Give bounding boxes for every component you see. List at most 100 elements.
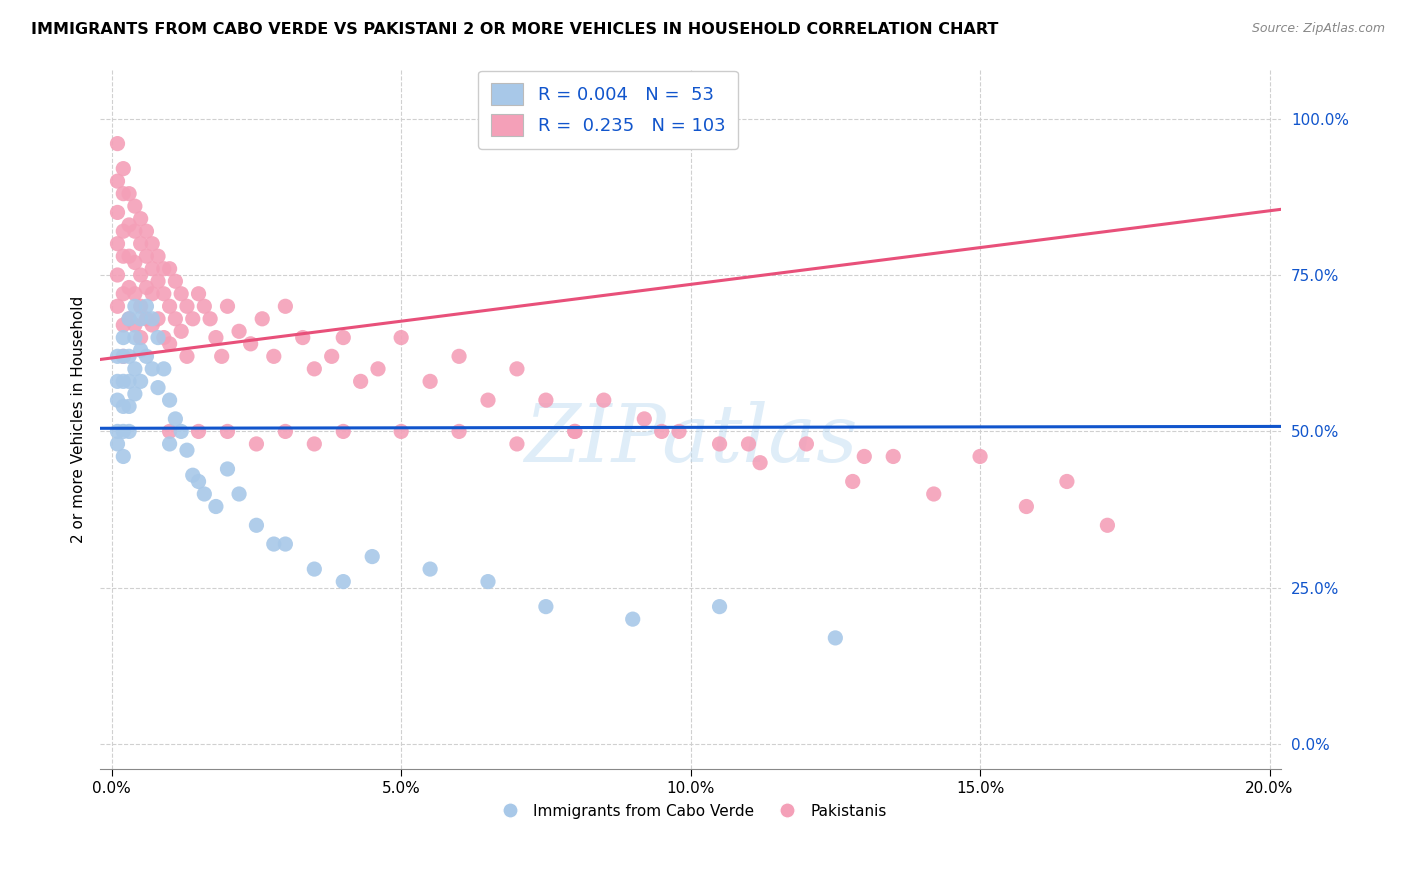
Point	[304, 562, 326, 576]
Point	[135, 280, 157, 294]
Point	[129, 375, 152, 389]
Point	[107, 136, 129, 151]
Point	[112, 318, 135, 332]
Point	[304, 437, 326, 451]
Point	[668, 425, 690, 439]
Point	[129, 330, 152, 344]
Point	[749, 456, 772, 470]
Point	[419, 375, 441, 389]
Point	[129, 268, 152, 282]
Point	[112, 161, 135, 176]
Point	[159, 393, 181, 408]
Point	[709, 437, 731, 451]
Point	[159, 437, 181, 451]
Point	[118, 349, 141, 363]
Point	[447, 349, 470, 363]
Point	[129, 343, 152, 357]
Point	[146, 311, 169, 326]
Point	[124, 255, 146, 269]
Point	[118, 280, 141, 294]
Point	[118, 425, 141, 439]
Point	[506, 362, 529, 376]
Point	[170, 425, 193, 439]
Point	[141, 311, 163, 326]
Point	[651, 425, 673, 439]
Point	[165, 274, 187, 288]
Point	[245, 437, 267, 451]
Point	[176, 443, 198, 458]
Point	[159, 299, 181, 313]
Point	[153, 261, 176, 276]
Point	[118, 375, 141, 389]
Point	[129, 311, 152, 326]
Point	[796, 437, 818, 451]
Point	[107, 437, 129, 451]
Point	[263, 537, 285, 551]
Point	[159, 261, 181, 276]
Point	[389, 330, 412, 344]
Point	[159, 425, 181, 439]
Point	[153, 330, 176, 344]
Point	[153, 286, 176, 301]
Point	[118, 186, 141, 201]
Point	[118, 218, 141, 232]
Point	[146, 381, 169, 395]
Point	[124, 199, 146, 213]
Point	[564, 425, 586, 439]
Point	[205, 330, 228, 344]
Point	[824, 631, 846, 645]
Point	[107, 375, 129, 389]
Point	[181, 311, 204, 326]
Point	[477, 393, 499, 408]
Point	[141, 286, 163, 301]
Point	[1097, 518, 1119, 533]
Point	[361, 549, 384, 564]
Point	[135, 349, 157, 363]
Point	[332, 574, 354, 589]
Point	[592, 393, 614, 408]
Point	[112, 425, 135, 439]
Point	[118, 249, 141, 263]
Point	[118, 400, 141, 414]
Point	[534, 393, 557, 408]
Point	[321, 349, 343, 363]
Point	[332, 425, 354, 439]
Point	[274, 537, 297, 551]
Point	[211, 349, 233, 363]
Point	[112, 330, 135, 344]
Point	[176, 299, 198, 313]
Point	[112, 224, 135, 238]
Point	[112, 349, 135, 363]
Point	[165, 412, 187, 426]
Point	[181, 468, 204, 483]
Point	[135, 224, 157, 238]
Point	[853, 450, 876, 464]
Point	[112, 375, 135, 389]
Point	[135, 311, 157, 326]
Point	[135, 299, 157, 313]
Point	[245, 518, 267, 533]
Point	[187, 425, 209, 439]
Point	[367, 362, 389, 376]
Text: ZIPatlas: ZIPatlas	[524, 401, 858, 479]
Point	[118, 311, 141, 326]
Point	[124, 299, 146, 313]
Point	[291, 330, 314, 344]
Point	[112, 400, 135, 414]
Point	[709, 599, 731, 614]
Point	[534, 599, 557, 614]
Point	[332, 330, 354, 344]
Point	[107, 268, 129, 282]
Point	[112, 349, 135, 363]
Point	[146, 330, 169, 344]
Point	[124, 224, 146, 238]
Point	[107, 425, 129, 439]
Point	[112, 186, 135, 201]
Point	[129, 236, 152, 251]
Point	[187, 475, 209, 489]
Point	[107, 236, 129, 251]
Point	[146, 249, 169, 263]
Point	[112, 286, 135, 301]
Point	[841, 475, 863, 489]
Point	[621, 612, 644, 626]
